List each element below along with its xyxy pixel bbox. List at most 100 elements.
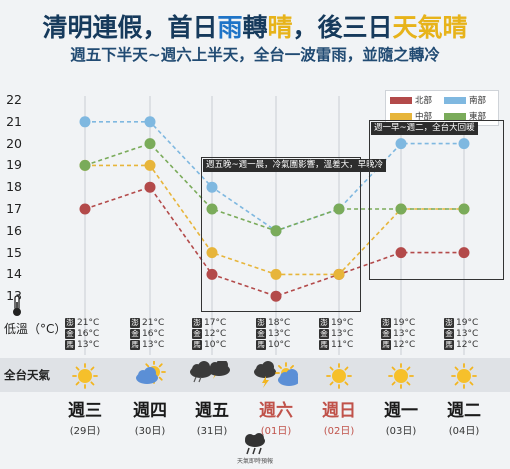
island-badge: 金 [319,329,329,339]
y-tick-label: 15 [6,244,22,260]
sunny-icon [72,363,98,389]
island-badge: 金 [192,329,202,339]
annotation-box-cold-air [201,157,361,312]
y-tick-label: 22 [6,92,22,107]
title-part-1: 清明連假，首日 [42,13,218,42]
day-date: (30日) [134,426,166,437]
island-temp-row: 澎 17°C [192,318,240,329]
island-temp-value: 19°C [456,318,479,328]
island-temp-row: 澎 19°C [444,318,492,329]
island-temp-value: 13°C [393,329,416,339]
day-label: 週二 (04日) [429,396,499,437]
island-temp-value: 13°C [142,340,165,350]
title-part-fine-weather: 天氣晴 [392,13,468,42]
point-s3-3 [270,225,282,237]
point-s3-4 [333,203,345,215]
island-badge: 馬 [444,340,454,350]
point-s2-2 [206,181,218,193]
thermometer-icon [13,295,21,316]
day-date: (29日) [69,426,101,437]
day-name: 週四 [133,401,167,421]
point-s0-3 [270,290,282,302]
point-s3-5 [395,203,407,215]
day-label: 週日 (02日) [304,396,374,437]
island-temp-row: 澎 19°C [381,318,429,329]
island-temp-value: 16°C [142,329,165,339]
island-temp-value: 12°C [456,340,479,350]
point-s3-6 [458,203,470,215]
thunderstorm-icon [190,361,230,383]
day-label: 週四 (30日) [115,396,185,437]
title-part-rain: 雨 [217,13,243,42]
island-badge: 金 [256,329,266,339]
island-temp-cell: 澎 21°C 金 16°C 馬 13°C [65,318,113,351]
page-title: 清明連假，首日雨轉晴，後三日天氣晴 [0,8,510,44]
legend-central: 中部 [390,110,432,122]
island-temp-value: 16°C [77,329,100,339]
island-temp-value: 17°C [204,318,227,328]
point-s0-2 [206,268,218,280]
island-badge: 馬 [381,340,391,350]
annotation-label-cold-air: 週五晚~週一晨，冷氣團影響，溫差大，早晚冷 [203,159,387,172]
island-temp-value: 10°C [204,340,227,350]
y-tick-label: 21 [6,113,22,129]
island-temp-row: 澎 18°C [256,318,304,329]
day-date: (04日) [448,426,480,437]
island-temp-row: 馬 10°C [192,340,240,351]
island-temp-row: 馬 13°C [65,340,113,351]
island-temp-cell: 澎 17°C 金 12°C 馬 10°C [192,318,240,351]
island-temp-row: 馬 13°C [130,340,178,351]
island-temp-cell: 澎 21°C 金 16°C 馬 13°C [130,318,178,351]
day-name: 週日 [322,401,356,421]
day-name: 週五 [195,401,229,421]
title-part-turn: 轉 [242,13,268,42]
island-temp-row: 金 13°C [256,329,304,340]
y-tick-label: 17 [6,201,22,216]
island-badge: 馬 [65,340,75,350]
island-temp-value: 18°C [268,318,291,328]
island-temp-value: 13°C [456,329,479,339]
island-badge: 馬 [319,340,329,350]
island-temp-cell: 澎 19°C 金 13°C 馬 12°C [444,318,492,351]
island-badge: 澎 [192,318,202,328]
island-badge: 澎 [65,318,75,328]
island-temp-row: 澎 21°C [65,318,113,329]
island-badge: 馬 [256,340,266,350]
island-temp-row: 澎 21°C [130,318,178,329]
island-temp-row: 澎 19°C [319,318,367,329]
day-date: (01日) [260,426,292,437]
island-temp-row: 金 16°C [130,329,178,340]
island-badge: 金 [65,329,75,339]
annotation-box-warm-up [369,120,504,280]
point-s1-1 [144,159,156,171]
day-name: 週三 [68,401,102,421]
source-label: 天氣即時預報 [236,458,273,465]
island-badge: 金 [130,329,140,339]
island-temp-value: 21°C [142,318,165,328]
y-axis-label: 低溫（°C） [4,322,67,336]
day-date: (31日) [196,426,228,437]
point-s1-4 [333,268,345,280]
y-tick-label: 20 [6,135,22,151]
island-badge: 馬 [130,340,140,350]
island-badge: 澎 [381,318,391,328]
point-s1-3 [270,268,282,280]
day-date: (02日) [323,426,355,437]
page-subtitle: 週五下半天~週六上半天，全台一波雷雨，並隨之轉冷 [70,46,440,64]
thunderstorm-to-partly-cloudy-icon [254,361,298,388]
island-temp-cell: 澎 19°C 金 13°C 馬 12°C [381,318,429,351]
sunny-icon [326,363,352,389]
island-temp-value: 12°C [204,329,227,339]
y-tick-label: 18 [6,179,22,195]
island-temp-value: 13°C [77,340,100,350]
title-part-after: ，後三日 [292,13,393,42]
legend-east: 東部 [444,110,486,122]
point-s3-2 [206,203,218,215]
legend-north: 北部 [390,94,432,106]
point-s3-1 [144,138,156,150]
y-tick-label: 14 [6,266,22,282]
title-part-sunny: 晴 [267,13,293,42]
point-s1-2 [206,247,218,259]
island-temp-row: 金 16°C [65,329,113,340]
